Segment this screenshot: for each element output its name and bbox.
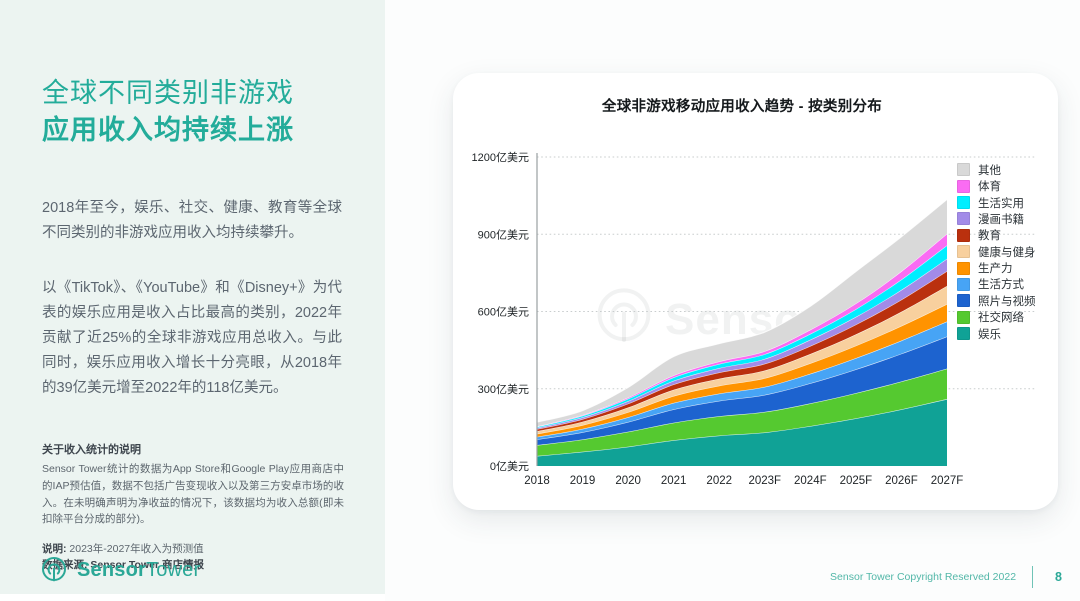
forecast-note: 说明: 2023年-2027年收入为预测值 (42, 541, 344, 557)
y-tick-label: 900亿美元 (478, 228, 529, 241)
x-tick-label: 2027F (931, 475, 964, 487)
legend-swatch (957, 327, 970, 341)
legend-swatch (957, 212, 970, 226)
area-照片与视频 (537, 336, 947, 446)
page-footer: Sensor Tower Copyright Reserved 2022 8 (830, 565, 1062, 589)
sensor-tower-logo-icon (40, 556, 68, 584)
legend-label: 其他 (978, 164, 1001, 177)
x-tick-label: 2025F (840, 475, 873, 487)
legend-item-娱乐: 娱乐 (957, 327, 1036, 341)
x-tick-label: 2020 (615, 475, 641, 487)
legend-item-体育: 体育 (957, 179, 1036, 193)
y-tick-label: 0亿美元 (490, 460, 529, 473)
x-tick-label: 2018 (524, 475, 550, 487)
copyright-text: Sensor Tower Copyright Reserved 2022 (830, 571, 1017, 583)
page-title-line1: 全球不同类别非游戏 (42, 78, 294, 108)
x-tick-label: 2019 (570, 475, 596, 487)
page-title-line2: 应用收入均持续上涨 (42, 115, 294, 145)
x-tick-label: 2026F (885, 475, 918, 487)
page-title: 全球不同类别非游戏 应用收入均持续上涨 (42, 75, 342, 149)
legend-item-漫画书籍: 漫画书籍 (957, 212, 1036, 226)
area-boundary (536, 199, 948, 423)
chart-title: 全球非游戏移动应用收入趋势 - 按类别分布 (601, 99, 883, 115)
area-娱乐 (537, 399, 947, 466)
chart-legend: 其他体育生活实用漫画书籍教育健康与健身生产力生活方式照片与视频社交网络娱乐 (957, 163, 1036, 343)
sensor-tower-logo: SensorTower (40, 556, 200, 584)
y-tick-label: 1200亿美元 (472, 151, 529, 164)
legend-swatch (957, 228, 970, 242)
chart-card: 全球非游戏移动应用收入趋势 - 按类别分布 Sensor 0亿美元 300亿美元 6… (453, 73, 1058, 510)
y-tick-label: 300亿美元 (478, 383, 529, 396)
intro-paragraph: 2018年至今，娱乐、社交、健康、教育等全球不同类别的非游戏应用收入均持续攀升。 (42, 200, 342, 241)
note-title: 关于收入统计的说明 (42, 444, 141, 456)
legend-label: 健康与健身 (978, 246, 1036, 259)
content-area: 全球非游戏移动应用收入趋势 - 按类别分布 Sensor 0亿美元 300亿美元 6… (385, 0, 1080, 601)
legend-swatch (957, 196, 970, 210)
forecast-note-text: 2023年-2027年收入为预测值 (66, 543, 204, 556)
legend-label: 生产力 (978, 263, 1013, 276)
legend-swatch (957, 163, 970, 177)
legend-label: 生活实用 (978, 197, 1024, 210)
legend-item-生活实用: 生活实用 (957, 196, 1036, 210)
legend-swatch (957, 245, 970, 259)
legend-item-教育: 教育 (957, 228, 1036, 243)
data-source-note: 数据来源: Sensor Tower 商店情报 (42, 557, 344, 573)
x-tick-label: 2023F (748, 475, 781, 487)
legend-item-其他: 其他 (957, 163, 1036, 177)
legend-swatch (957, 310, 970, 324)
x-tick-label: 2021 (661, 475, 687, 487)
x-tick-label: 2022 (706, 475, 732, 487)
legend-swatch (957, 261, 970, 275)
legend-swatch (957, 294, 970, 308)
sidebar: 全球不同类别非游戏 应用收入均持续上涨 2018年至今，娱乐、社交、健康、教育等… (0, 0, 385, 594)
x-tick-label: 2024F (794, 475, 827, 487)
legend-label: 漫画书籍 (978, 213, 1024, 226)
detail-paragraph: 以《TikTok》、《YouTube》和《Disney+》为代表的娱乐应用是收入… (42, 279, 342, 396)
legend-label: 体育 (978, 181, 1001, 194)
legend-item-生活方式: 生活方式 (957, 277, 1036, 292)
logo-wordmark: SensorTower (77, 558, 201, 581)
methodology-notes: 关于收入统计的说明 Sensor Tower统计的数据为App Store和Go… (42, 441, 344, 574)
legend-item-社交网络: 社交网络 (957, 310, 1036, 325)
legend-label: 教育 (978, 230, 1001, 243)
legend-swatch (957, 277, 970, 291)
legend-swatch (957, 179, 970, 193)
forecast-note-label: 说明: (42, 543, 67, 556)
legend-label: 娱乐 (978, 328, 1001, 341)
page-number: 8 (1055, 570, 1062, 584)
y-tick-label: 600亿美元 (478, 306, 529, 319)
legend-label: 生活方式 (978, 279, 1024, 292)
data-source-text: 数据来源: Sensor Tower 商店情报 (42, 559, 204, 572)
legend-item-健康与健身: 健康与健身 (957, 245, 1036, 259)
note-body: Sensor Tower统计的数据为App Store和Google Play应… (42, 463, 344, 526)
legend-item-生产力: 生产力 (957, 261, 1036, 275)
stacked-area-chart: 0亿美元 300亿美元 600亿美元 900亿美元 1200亿美元 2018 2019 202… (472, 151, 1035, 487)
legend-label: 照片与视频 (978, 295, 1036, 308)
legend-label: 社交网络 (978, 312, 1024, 325)
footer-divider (1032, 566, 1034, 588)
legend-item-照片与视频: 照片与视频 (957, 294, 1036, 308)
area-社交网络 (537, 368, 947, 456)
